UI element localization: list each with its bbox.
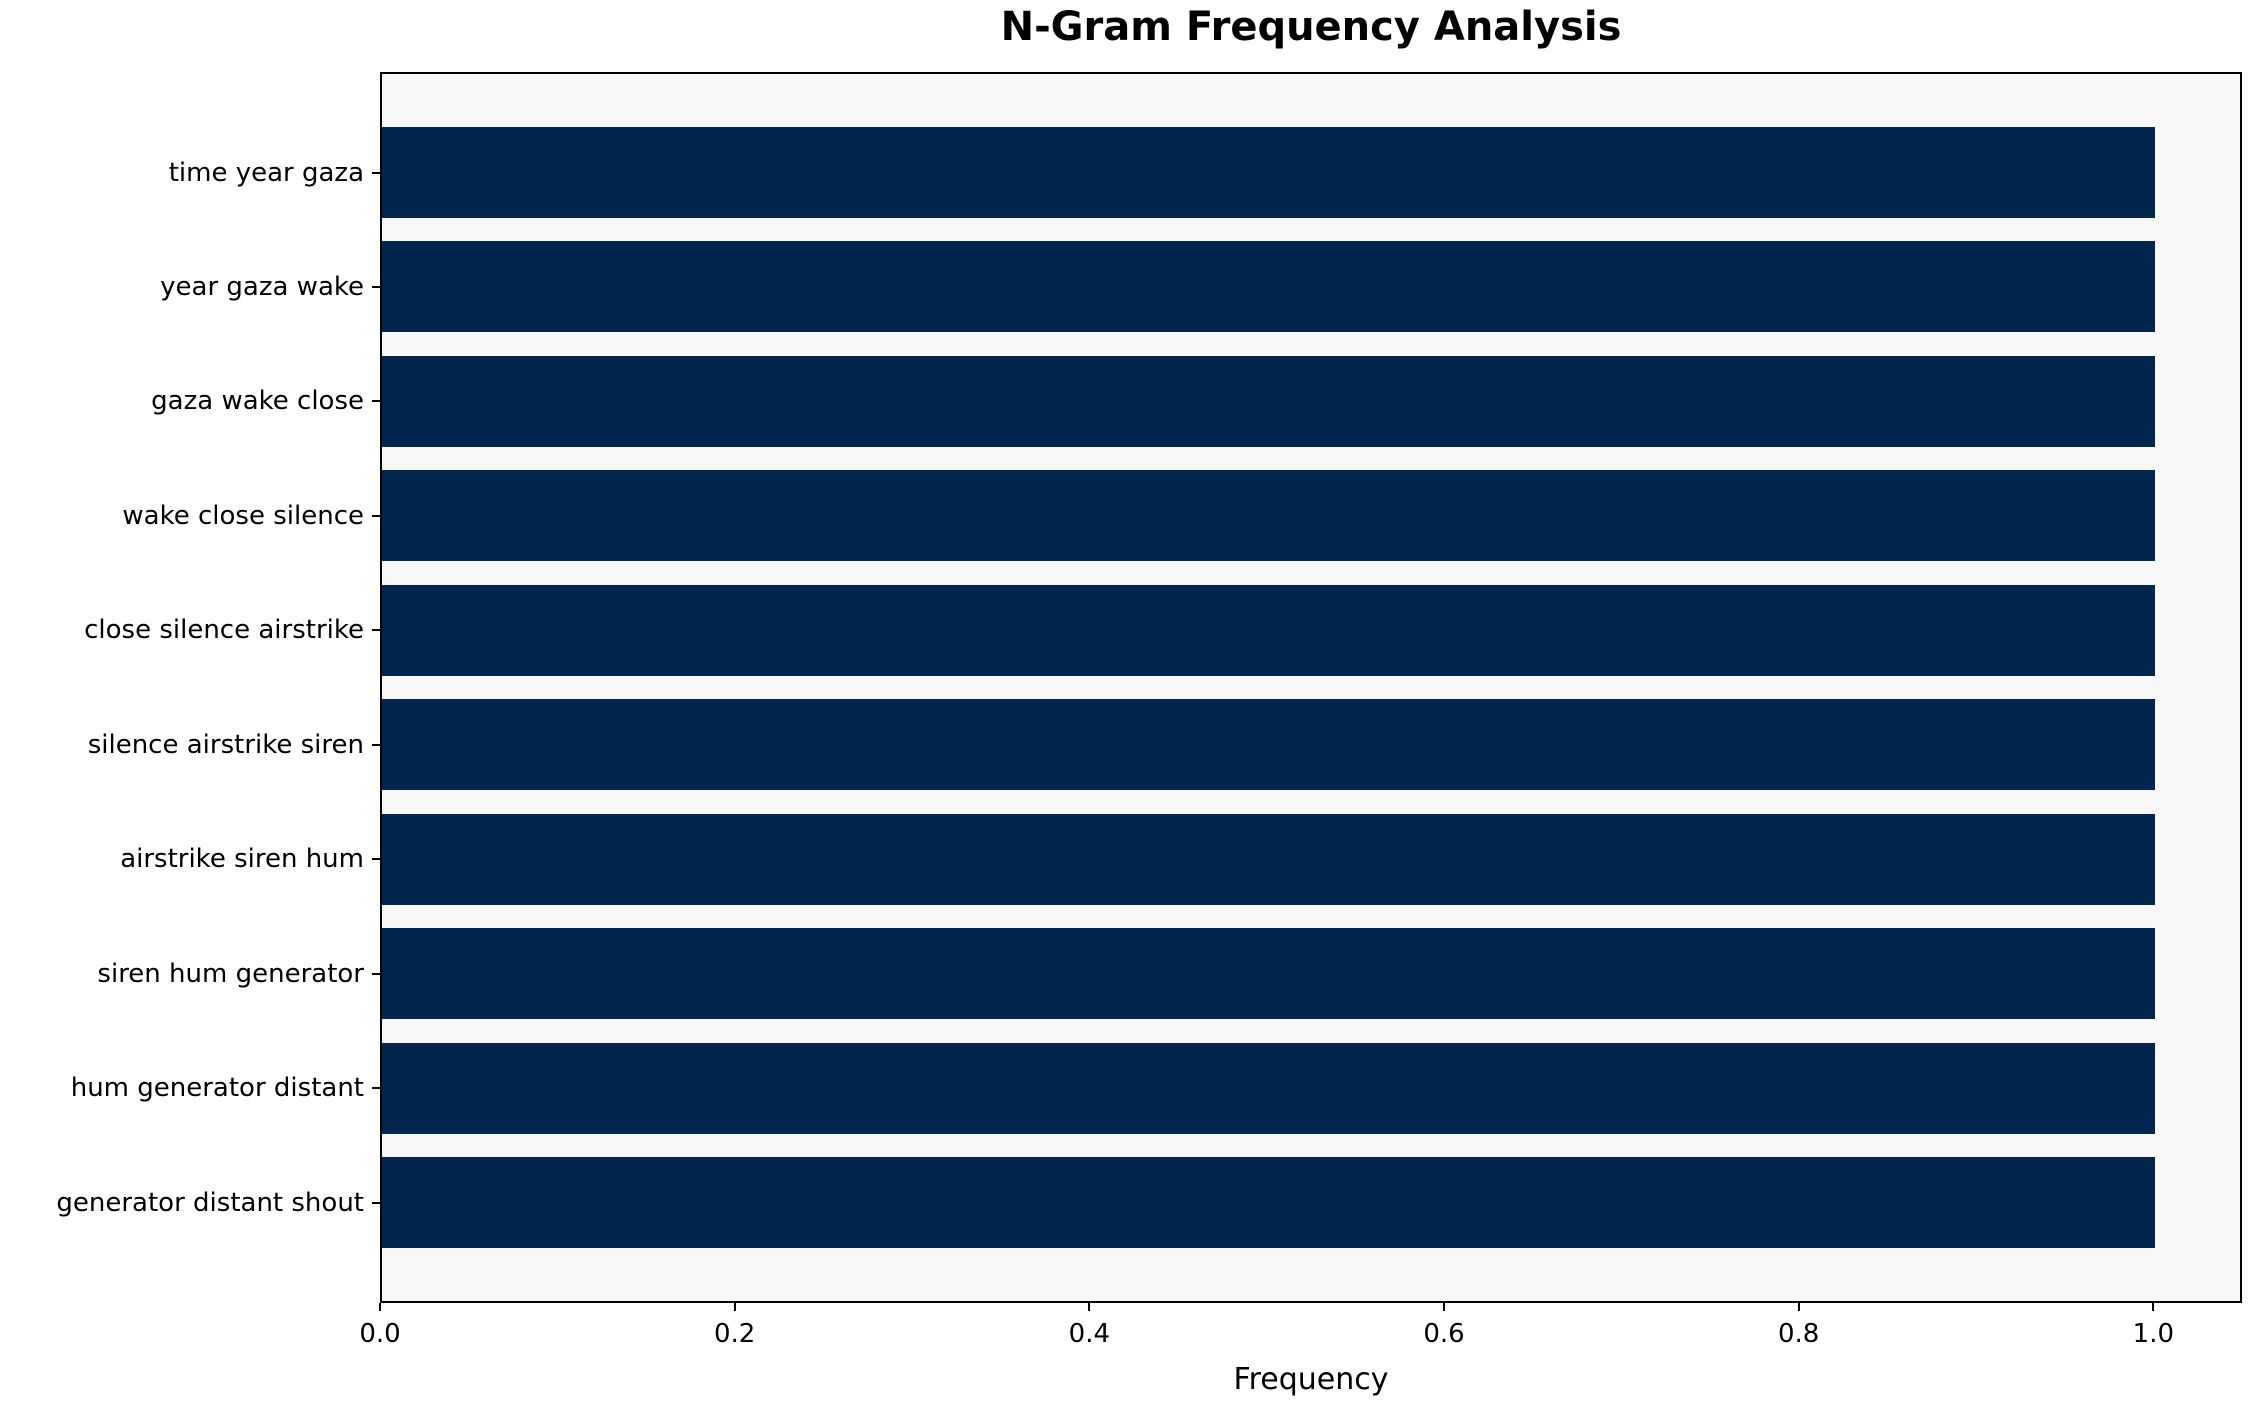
y-tick-label: hum generator distant — [70, 1073, 364, 1104]
y-tick-label: close silence airstrike — [84, 615, 364, 646]
y-tick-mark — [372, 972, 380, 975]
bar — [382, 584, 2155, 676]
y-tick-mark — [372, 514, 380, 517]
y-tick-label: silence airstrike siren — [87, 729, 364, 760]
y-tick-mark — [372, 1201, 380, 1204]
bar — [382, 127, 2155, 218]
y-tick-label: airstrike siren hum — [120, 844, 364, 875]
x-tick-label: 0.0 — [359, 1319, 401, 1349]
y-tick-label: siren hum generator — [97, 958, 364, 989]
bar — [382, 470, 2155, 562]
x-axis-label: Frequency — [1233, 1362, 1389, 1397]
y-tick-mark — [372, 285, 380, 288]
x-tick-mark — [1088, 1303, 1091, 1311]
y-tick-label: generator distant shout — [56, 1187, 364, 1218]
y-tick-label: wake close silence — [122, 500, 364, 531]
bar — [382, 355, 2155, 447]
x-tick-mark — [1797, 1303, 1800, 1311]
x-tick-label: 0.6 — [1423, 1319, 1465, 1349]
y-tick-mark — [372, 629, 380, 632]
y-tick-mark — [372, 743, 380, 746]
x-tick-mark — [1443, 1303, 1445, 1311]
x-tick-label: 0.4 — [1068, 1319, 1111, 1349]
y-tick-label: year gaza wake — [160, 271, 364, 302]
x-tick-mark — [733, 1303, 736, 1311]
y-tick-label: time year gaza — [168, 157, 364, 188]
y-tick-label: gaza wake close — [151, 386, 364, 417]
x-tick-label: 0.8 — [1777, 1319, 1820, 1349]
chart-title: N-Gram Frequency Analysis — [1000, 4, 1622, 50]
x-tick-label: 1.0 — [2132, 1319, 2175, 1349]
x-tick-label: 0.2 — [713, 1319, 756, 1349]
y-tick-mark — [372, 858, 380, 861]
y-tick-mark — [372, 400, 380, 403]
bar — [382, 699, 2155, 791]
bar — [382, 1157, 2155, 1248]
y-tick-mark — [372, 171, 380, 174]
y-tick-mark — [372, 1087, 380, 1090]
x-tick-mark — [379, 1303, 381, 1311]
bar — [382, 813, 2155, 905]
bar — [382, 241, 2155, 333]
plot-area — [380, 72, 2242, 1303]
bar — [382, 1042, 2155, 1134]
bar — [382, 928, 2155, 1020]
x-tick-mark — [2152, 1303, 2155, 1311]
